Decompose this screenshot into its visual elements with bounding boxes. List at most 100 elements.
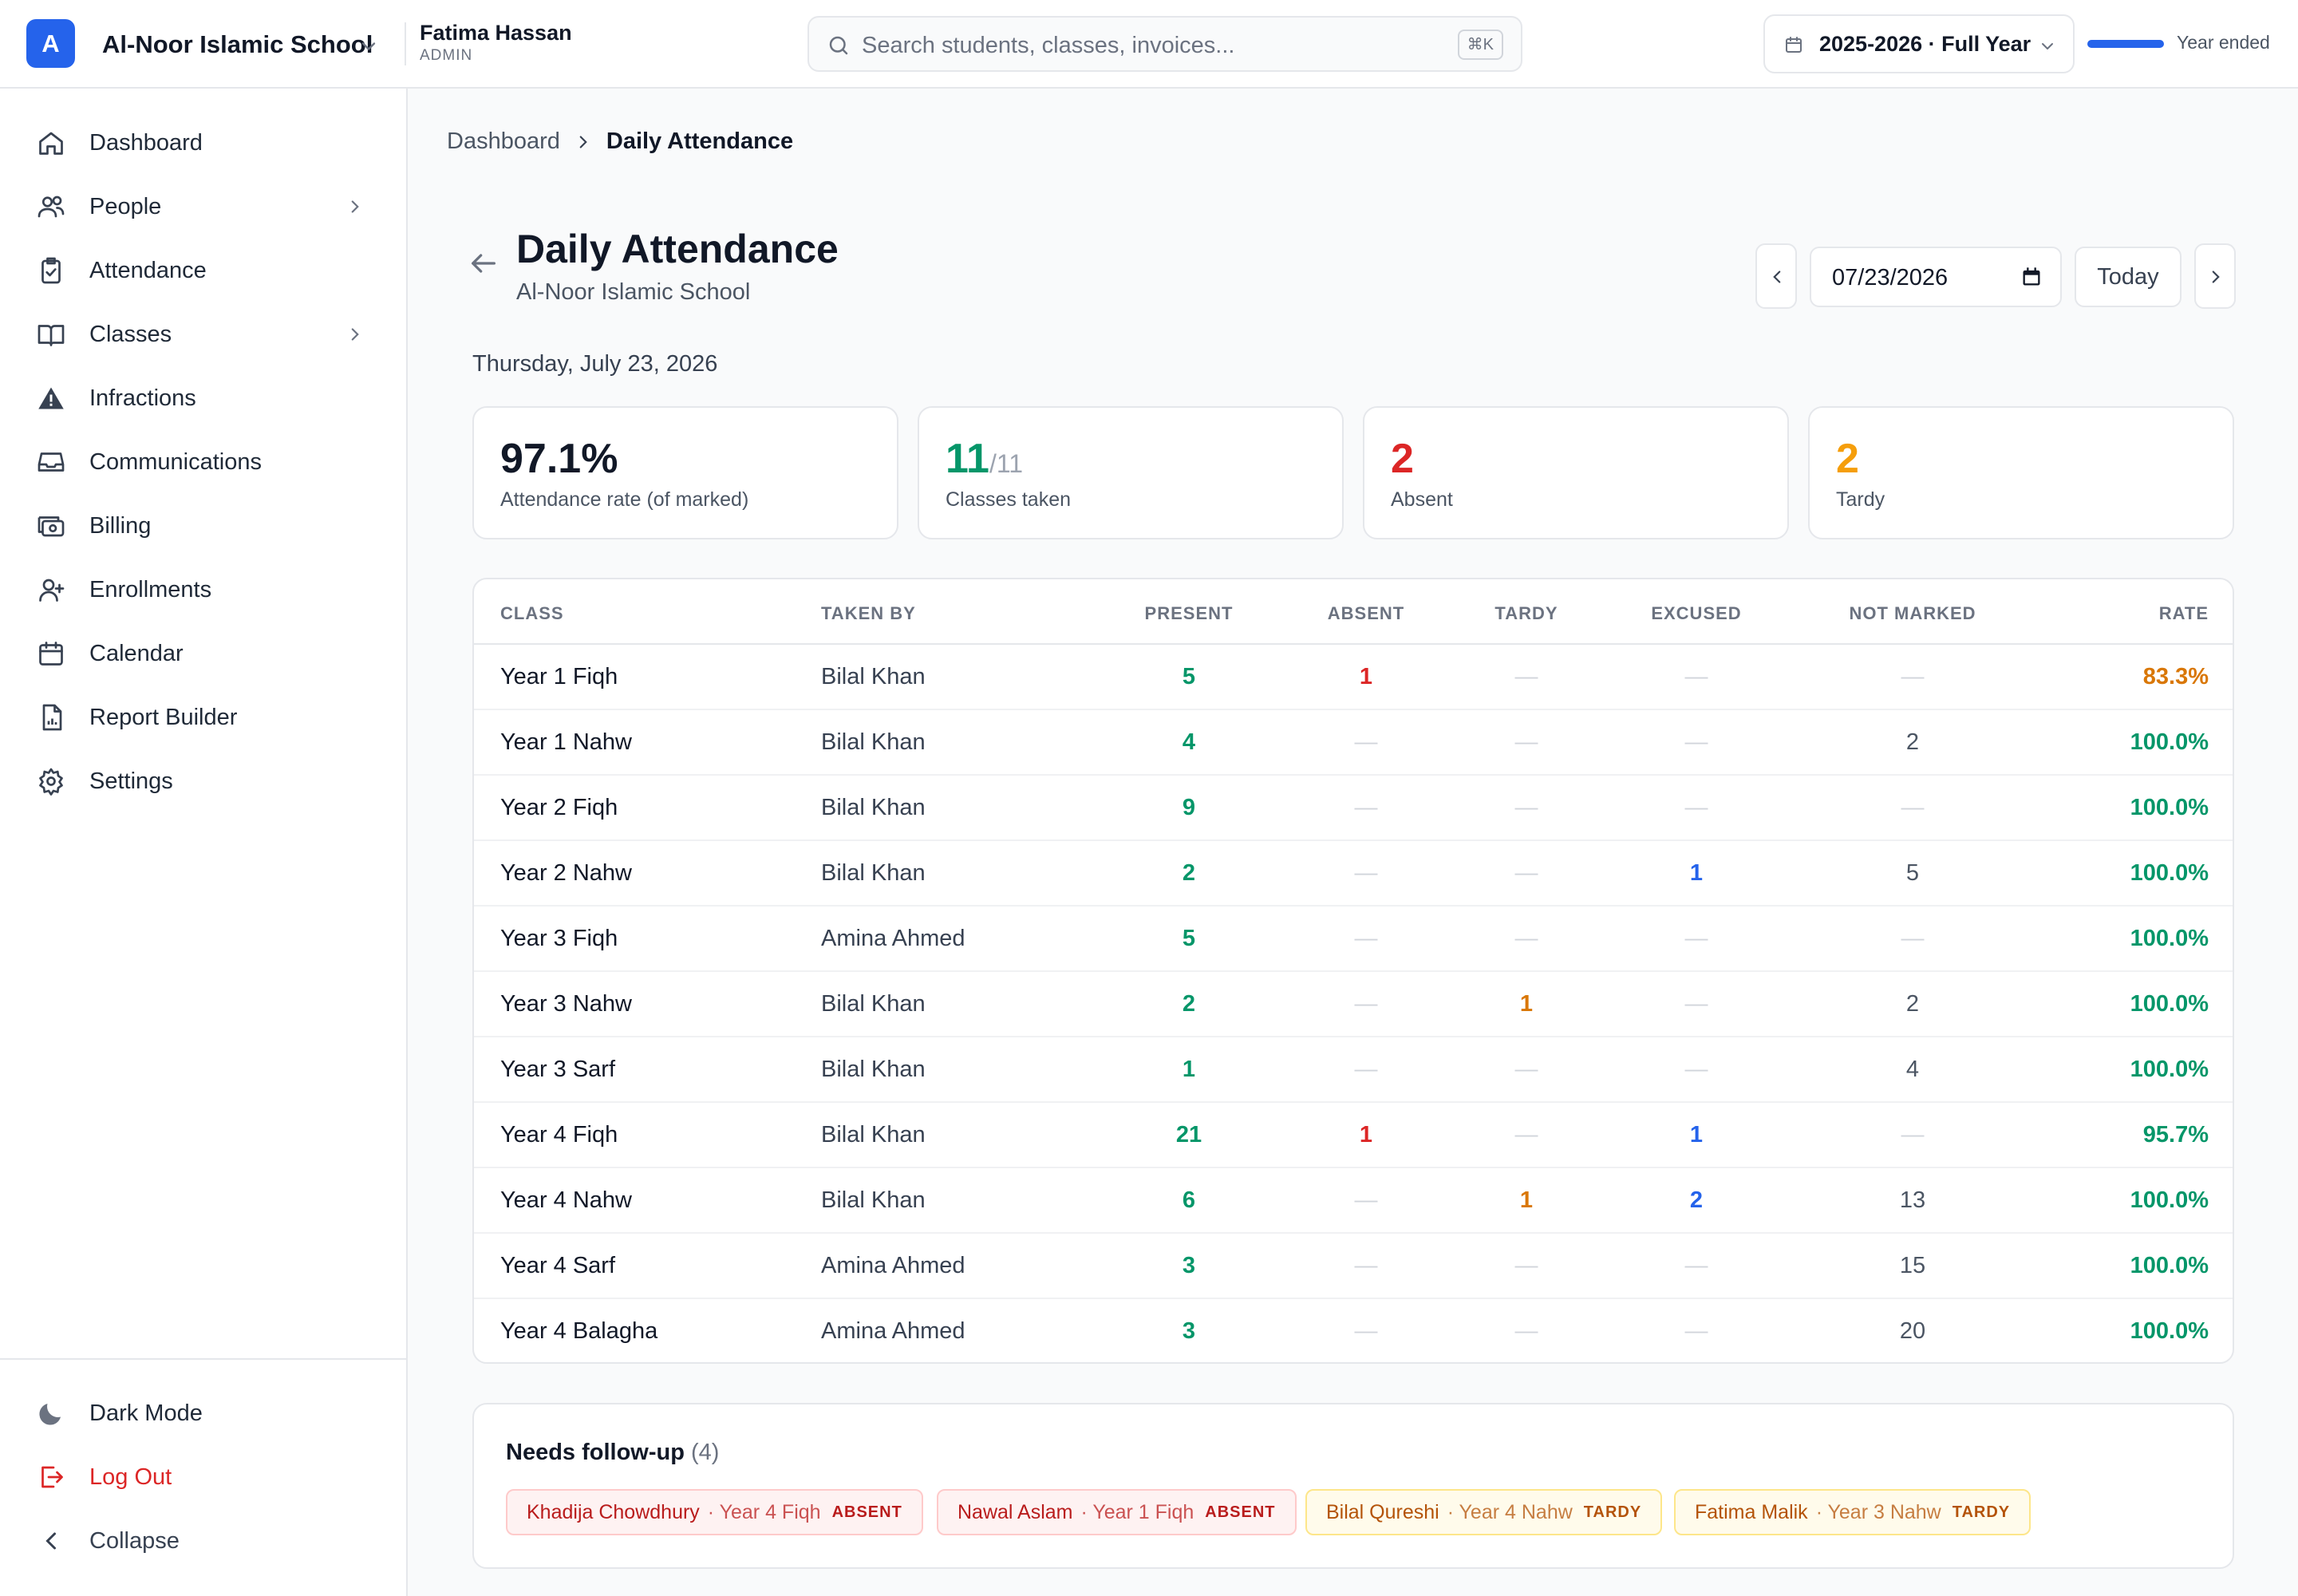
student-class: · Year 4 Nahw [1447, 1500, 1573, 1523]
cell-class[interactable]: Year 3 Nahw [500, 991, 632, 1017]
cell-class[interactable]: Year 3 Fiqh [500, 926, 618, 951]
search-icon [829, 36, 848, 55]
column-header-taken-by[interactable]: TAKEN BY [821, 603, 916, 623]
logout-button[interactable]: Log Out [0, 1449, 408, 1505]
chevron-down-icon[interactable] [357, 35, 380, 57]
cell-present: 4 [1182, 729, 1196, 755]
cell-tardy: — [1514, 926, 1538, 951]
next-day-button[interactable] [2194, 243, 2236, 309]
cell-taken-by: Amina Ahmed [821, 1253, 965, 1278]
cell-excused: — [1684, 1253, 1708, 1278]
home-icon [39, 132, 63, 155]
cell-class[interactable]: Year 3 Sarf [500, 1057, 616, 1082]
sidebar-item-people[interactable]: People [0, 179, 408, 235]
stat-card-tardy: 2 Tardy [1808, 406, 2234, 539]
calendar-icon [39, 642, 63, 666]
cell-class[interactable]: Year 4 Nahw [500, 1187, 632, 1213]
school-switcher[interactable]: Al-Noor Islamic School [102, 30, 373, 58]
chevron-right-icon [579, 135, 587, 148]
breadcrumb-dashboard-link[interactable]: Dashboard [447, 128, 560, 154]
followup-chip[interactable]: Fatima Malik · Year 3 Nahw TARDY [1674, 1489, 2031, 1535]
sidebar-item-settings[interactable]: Settings [0, 753, 408, 809]
table-row[interactable]: Year 3 Nahw Bilal Khan 2 — 1 — 2 100.0% [474, 972, 2233, 1037]
cell-excused: — [1684, 729, 1708, 755]
search-shortcut: ⌘K [1457, 30, 1503, 60]
sidebar-item-label: Calendar [89, 641, 184, 666]
cell-class[interactable]: Year 2 Fiqh [500, 795, 618, 820]
search-input[interactable]: Search students, classes, invoices... ⌘K [807, 16, 1522, 72]
sidebar-item-billing[interactable]: Billing [0, 498, 408, 554]
column-header-class[interactable]: CLASS [500, 603, 564, 623]
table-row[interactable]: Year 3 Fiqh Amina Ahmed 5 — — — — 100.0% [474, 907, 2233, 972]
table-row[interactable]: Year 1 Fiqh Bilal Khan 5 1 — — — 83.3% [474, 645, 2233, 710]
student-class: · Year 3 Nahw [1815, 1500, 1941, 1523]
cell-rate: 95.7% [2142, 1122, 2209, 1148]
dark-mode-label: Dark Mode [89, 1400, 203, 1426]
sidebar-item-attendance[interactable]: Attendance [0, 243, 408, 298]
table-row[interactable]: Year 4 Nahw Bilal Khan 6 — 1 2 13 100.0% [474, 1168, 2233, 1234]
cell-rate: 100.0% [2130, 1057, 2209, 1082]
cell-class[interactable]: Year 1 Nahw [500, 729, 632, 755]
stat-card-attendance-rate: 97.1% Attendance rate (of marked) [472, 406, 898, 539]
cell-excused: — [1684, 664, 1708, 689]
cell-absent: — [1354, 729, 1378, 755]
sidebar-item-label: Billing [89, 513, 152, 539]
sidebar-item-calendar[interactable]: Calendar [0, 626, 408, 681]
book-icon [38, 325, 65, 346]
school-logo[interactable]: A [26, 19, 75, 68]
cell-class[interactable]: Year 4 Sarf [500, 1253, 616, 1278]
cell-tardy: — [1514, 795, 1538, 820]
followup-count: (4) [690, 1440, 720, 1465]
sidebar-item-report-builder[interactable]: Report Builder [0, 689, 408, 745]
today-button[interactable]: Today [2075, 247, 2182, 307]
table-row[interactable]: Year 3 Sarf Bilal Khan 1 — — — 4 100.0% [474, 1037, 2233, 1103]
stat-value: 97.1% [500, 436, 618, 482]
cell-rate: 100.0% [2130, 1187, 2209, 1213]
cell-present: 21 [1175, 1122, 1202, 1148]
page-subtitle: Al-Noor Islamic School [516, 279, 751, 305]
sidebar-item-label: Enrollments [89, 577, 212, 602]
table-row[interactable]: Year 2 Nahw Bilal Khan 2 — — 1 5 100.0% [474, 841, 2233, 907]
column-header-not-marked[interactable]: NOT MARKED [1849, 603, 1976, 623]
collapse-button[interactable]: Collapse [0, 1513, 408, 1569]
dark-mode-toggle[interactable]: Dark Mode [0, 1385, 408, 1441]
status-badge: TARDY [1952, 1503, 2011, 1521]
sidebar-item-enrollments[interactable]: Enrollments [0, 562, 408, 618]
table-row[interactable]: Year 4 Fiqh Bilal Khan 21 1 — 1 — 95.7% [474, 1103, 2233, 1168]
followup-chip[interactable]: Bilal Qureshi · Year 4 Nahw TARDY [1305, 1489, 1663, 1535]
cell-not-marked: 5 [1905, 860, 1920, 886]
cell-class[interactable]: Year 2 Nahw [500, 860, 632, 886]
breadcrumb: Dashboard Daily Attendance [447, 128, 793, 155]
table-header: CLASS TAKEN BY PRESENT ABSENT TARDY EXCU… [474, 579, 2233, 645]
sidebar-item-classes[interactable]: Classes [0, 306, 408, 362]
sidebar-item-dashboard[interactable]: Dashboard [0, 115, 408, 171]
sidebar-item-communications[interactable]: Communications [0, 434, 408, 490]
cell-class[interactable]: Year 4 Balagha [500, 1318, 658, 1344]
sidebar-item-infractions[interactable]: Infractions [0, 370, 408, 426]
cell-class[interactable]: Year 4 Fiqh [500, 1122, 618, 1148]
calendar-icon[interactable] [2020, 266, 2043, 288]
column-header-tardy[interactable]: TARDY [1494, 603, 1558, 623]
cell-tardy: — [1514, 1122, 1538, 1148]
academic-year-select[interactable]: 2025-2026 · Full Year [1763, 14, 2075, 73]
cell-taken-by: Bilal Khan [821, 1122, 926, 1148]
table-row[interactable]: Year 4 Sarf Amina Ahmed 3 — — — 15 100.0% [474, 1234, 2233, 1299]
followup-chip[interactable]: Nawal Aslam · Year 1 Fiqh ABSENT [937, 1489, 1297, 1535]
back-arrow-icon[interactable] [468, 247, 499, 279]
cell-tardy: — [1514, 860, 1538, 886]
column-header-rate[interactable]: RATE [2158, 603, 2209, 623]
chevron-right-icon [2212, 271, 2220, 283]
previous-day-button[interactable] [1755, 243, 1797, 309]
followup-chip[interactable]: Khadija Chowdhury · Year 4 Fiqh ABSENT [506, 1489, 923, 1535]
column-header-absent[interactable]: ABSENT [1327, 603, 1405, 623]
date-input[interactable]: 07/23/2026 [1810, 247, 2062, 307]
column-header-present[interactable]: PRESENT [1144, 603, 1234, 623]
cell-class[interactable]: Year 1 Fiqh [500, 664, 618, 689]
stat-value: 2 [1836, 436, 1859, 482]
column-header-excused[interactable]: EXCUSED [1651, 603, 1742, 623]
user-name: Fatima Hassan [420, 21, 572, 45]
table-row[interactable]: Year 1 Nahw Bilal Khan 4 — — — 2 100.0% [474, 710, 2233, 776]
table-row[interactable]: Year 4 Balagha Amina Ahmed 3 — — — 20 100.0% [474, 1299, 2233, 1362]
table-row[interactable]: Year 2 Fiqh Bilal Khan 9 — — — — 100.0% [474, 776, 2233, 841]
cell-absent: — [1354, 1253, 1378, 1278]
